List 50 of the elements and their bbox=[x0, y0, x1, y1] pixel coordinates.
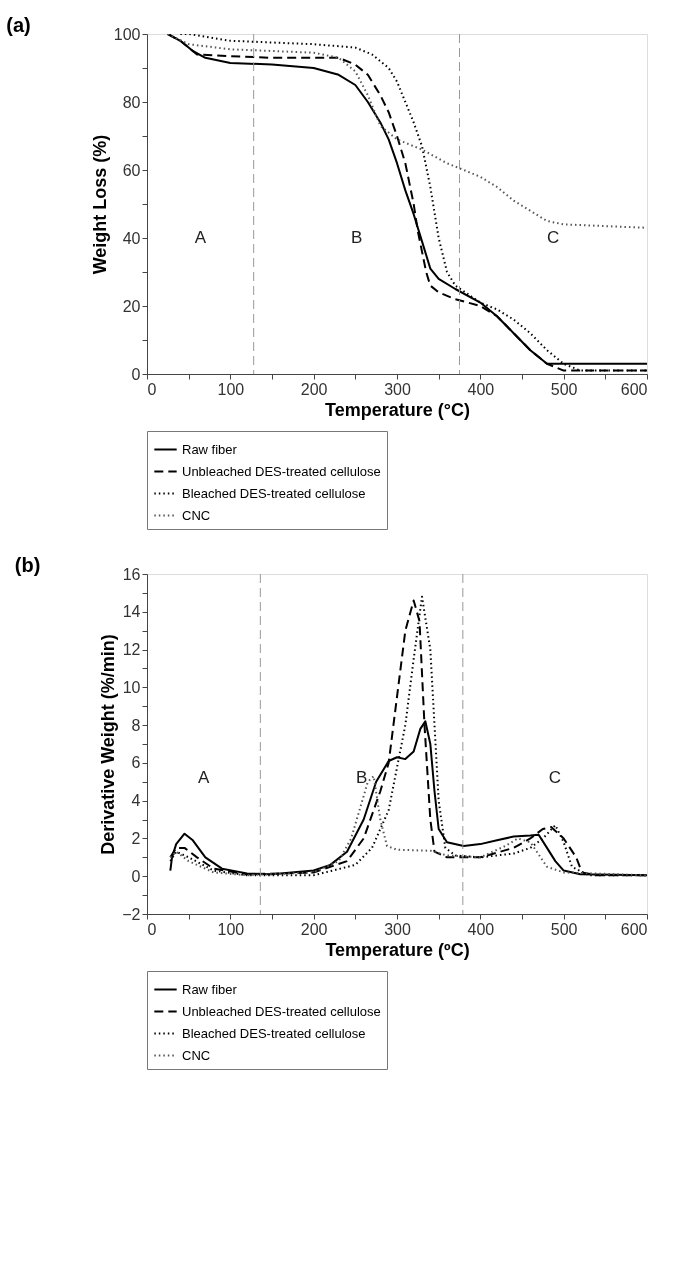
x-tick-label: 400 bbox=[467, 920, 495, 938]
y-tick-label: 4 bbox=[131, 792, 141, 810]
y-tick-label: −2 bbox=[122, 905, 141, 923]
x-tick-label: 0 bbox=[147, 920, 157, 938]
x-tick-label: 300 bbox=[384, 380, 411, 398]
x-axis-title: Temperature (°C) bbox=[325, 399, 470, 420]
y-tick-label: 20 bbox=[122, 297, 141, 315]
x-tick-label: 200 bbox=[300, 380, 328, 398]
x-tick-label: 100 bbox=[217, 920, 245, 938]
y-tick-label: 6 bbox=[131, 754, 141, 772]
legend-label: CNC bbox=[182, 507, 211, 523]
x-tick-label: 600 bbox=[620, 380, 648, 398]
y-tick-label: 8 bbox=[131, 716, 141, 734]
y-tick-label: 16 bbox=[122, 565, 141, 583]
y-tick-label: 14 bbox=[122, 603, 141, 621]
y-axis-title: Weight Loss (%) bbox=[89, 134, 110, 275]
chart-title: (b) bbox=[14, 554, 41, 576]
legend-label: Bleached DES-treated cellulose bbox=[182, 485, 366, 501]
y-tick-label: 100 bbox=[113, 25, 141, 43]
x-tick-label: 200 bbox=[300, 920, 328, 938]
x-axis-title: Temperature (ºC) bbox=[325, 939, 470, 960]
y-tick-label: 60 bbox=[122, 161, 141, 179]
annotation: B bbox=[350, 228, 363, 247]
y-tick-label: 12 bbox=[122, 641, 141, 659]
annotation: A bbox=[197, 768, 210, 787]
x-tick-label: 0 bbox=[147, 380, 157, 398]
annotation: C bbox=[547, 228, 560, 247]
y-tick-label: 80 bbox=[122, 93, 141, 111]
annotation: A bbox=[194, 228, 207, 247]
y-tick-label: 0 bbox=[131, 867, 141, 885]
x-tick-label: 400 bbox=[467, 380, 495, 398]
annotation: C bbox=[548, 768, 562, 787]
y-tick-label: 40 bbox=[122, 229, 141, 247]
legend-label: Bleached DES-treated cellulose bbox=[182, 1025, 366, 1041]
legend-label: Unbleached DES-treated cellulose bbox=[182, 463, 381, 479]
chart-title: (a) bbox=[6, 14, 31, 36]
legend-label: Raw fiber bbox=[182, 441, 238, 457]
y-tick-label: 2 bbox=[131, 829, 141, 847]
annotation: B bbox=[355, 768, 368, 787]
x-tick-label: 100 bbox=[217, 380, 245, 398]
x-tick-label: 500 bbox=[550, 380, 578, 398]
x-tick-label: 300 bbox=[384, 920, 411, 938]
legend-label: Unbleached DES-treated cellulose bbox=[182, 1003, 381, 1019]
legend-label: CNC bbox=[182, 1047, 211, 1063]
x-tick-label: 500 bbox=[550, 920, 578, 938]
y-tick-label: 10 bbox=[122, 678, 141, 696]
y-tick-label: 0 bbox=[131, 365, 141, 383]
y-axis-title: Derivative Weight (%/min) bbox=[98, 634, 119, 855]
legend-label: Raw fiber bbox=[182, 981, 238, 997]
x-tick-label: 600 bbox=[620, 920, 648, 938]
